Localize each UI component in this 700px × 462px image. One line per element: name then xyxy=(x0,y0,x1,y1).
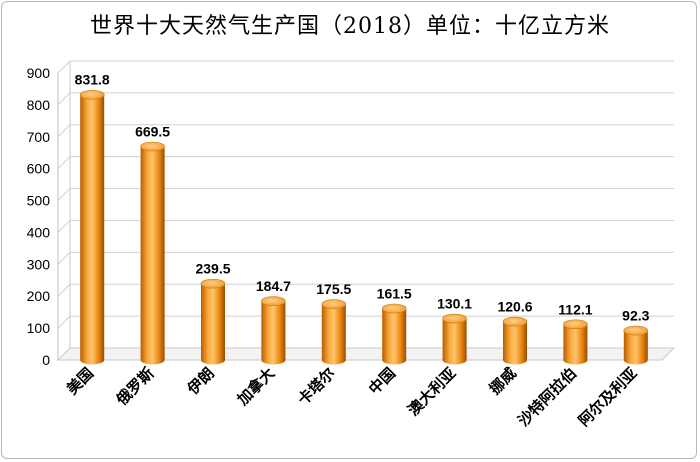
data-label: 239.5 xyxy=(195,261,230,277)
y-tick-label: 200 xyxy=(27,288,51,304)
x-tick-label: 伊朗 xyxy=(183,364,218,399)
bar-body xyxy=(140,146,165,365)
x-tick-label: 挪威 xyxy=(486,364,520,398)
chart-title: 世界十大天然气生产国（2018）单位：十亿立方米 xyxy=(90,14,610,39)
bar-top xyxy=(79,89,105,100)
y-tick-label: 900 xyxy=(27,65,51,81)
y-tick-label: 600 xyxy=(27,161,51,177)
bar-top xyxy=(200,278,226,289)
x-tick-label: 中国 xyxy=(365,364,399,398)
y-tick-label: 300 xyxy=(27,256,51,272)
data-label: 92.3 xyxy=(622,308,649,324)
bar-body xyxy=(261,301,286,365)
gridline-diagonal xyxy=(57,220,71,233)
data-label: 161.5 xyxy=(377,285,412,301)
bar-top xyxy=(442,313,467,324)
bar-top xyxy=(140,141,165,152)
bar-top xyxy=(321,299,347,309)
gridline-diagonal xyxy=(57,315,71,329)
bar-top xyxy=(261,296,286,306)
bar-body xyxy=(201,283,225,365)
bar xyxy=(79,89,105,365)
gridline-diagonal xyxy=(57,283,71,297)
bar-body xyxy=(382,308,407,365)
grid-layer xyxy=(57,60,674,329)
x-tick-label: 沙特阿拉伯 xyxy=(514,364,580,430)
x-tick-label: 澳大利亚 xyxy=(404,364,459,419)
bar xyxy=(623,325,649,365)
data-label: 184.7 xyxy=(256,278,291,294)
bar xyxy=(502,316,528,365)
gridline-diagonal xyxy=(57,92,71,106)
bar-body xyxy=(503,321,527,365)
gridline-diagonal xyxy=(57,251,71,265)
labels-layer: 0 100 200 300 400 500 600 700 800 900 831.8 美国 669.5… xyxy=(27,65,650,430)
x-tick-label: 美国 xyxy=(63,364,97,398)
y-tick-label: 100 xyxy=(27,320,51,336)
bar-body xyxy=(321,304,346,365)
bar-body xyxy=(442,318,467,365)
gridline-diagonal xyxy=(57,156,71,170)
bar xyxy=(261,296,286,365)
bar-body xyxy=(80,94,105,365)
y-tick-label: 800 xyxy=(27,97,51,113)
bar xyxy=(321,299,347,365)
bar-body xyxy=(623,330,648,365)
gridline-diagonal xyxy=(57,188,71,201)
x-tick-label: 加拿大 xyxy=(233,364,278,409)
data-label: 831.8 xyxy=(75,72,110,88)
bar xyxy=(381,303,407,365)
bar xyxy=(442,313,467,365)
bar xyxy=(200,278,226,365)
x-tick-label: 卡塔尔 xyxy=(294,364,339,409)
bar-top xyxy=(563,319,588,330)
bar-top xyxy=(381,303,407,314)
y-tick-label: 0 xyxy=(42,352,50,368)
bar xyxy=(563,319,588,365)
bars-layer xyxy=(79,89,649,365)
y-tick-label: 700 xyxy=(27,129,51,145)
bar-body xyxy=(563,324,588,365)
data-label: 175.5 xyxy=(316,281,351,297)
y-tick-label: 500 xyxy=(27,193,51,209)
x-tick-label: 阿尔及利亚 xyxy=(575,364,641,430)
x-tick-label: 俄罗斯 xyxy=(112,364,157,409)
bar xyxy=(140,141,165,365)
gridline-diagonal xyxy=(57,60,71,74)
data-label: 112.1 xyxy=(558,301,592,317)
bar-top xyxy=(502,316,528,327)
gridline-diagonal xyxy=(57,124,71,138)
data-label: 120.6 xyxy=(497,299,532,315)
y-tick-label: 400 xyxy=(27,224,51,240)
bar-top xyxy=(623,325,649,336)
data-label: 130.1 xyxy=(437,296,472,312)
data-label: 669.5 xyxy=(135,124,170,140)
